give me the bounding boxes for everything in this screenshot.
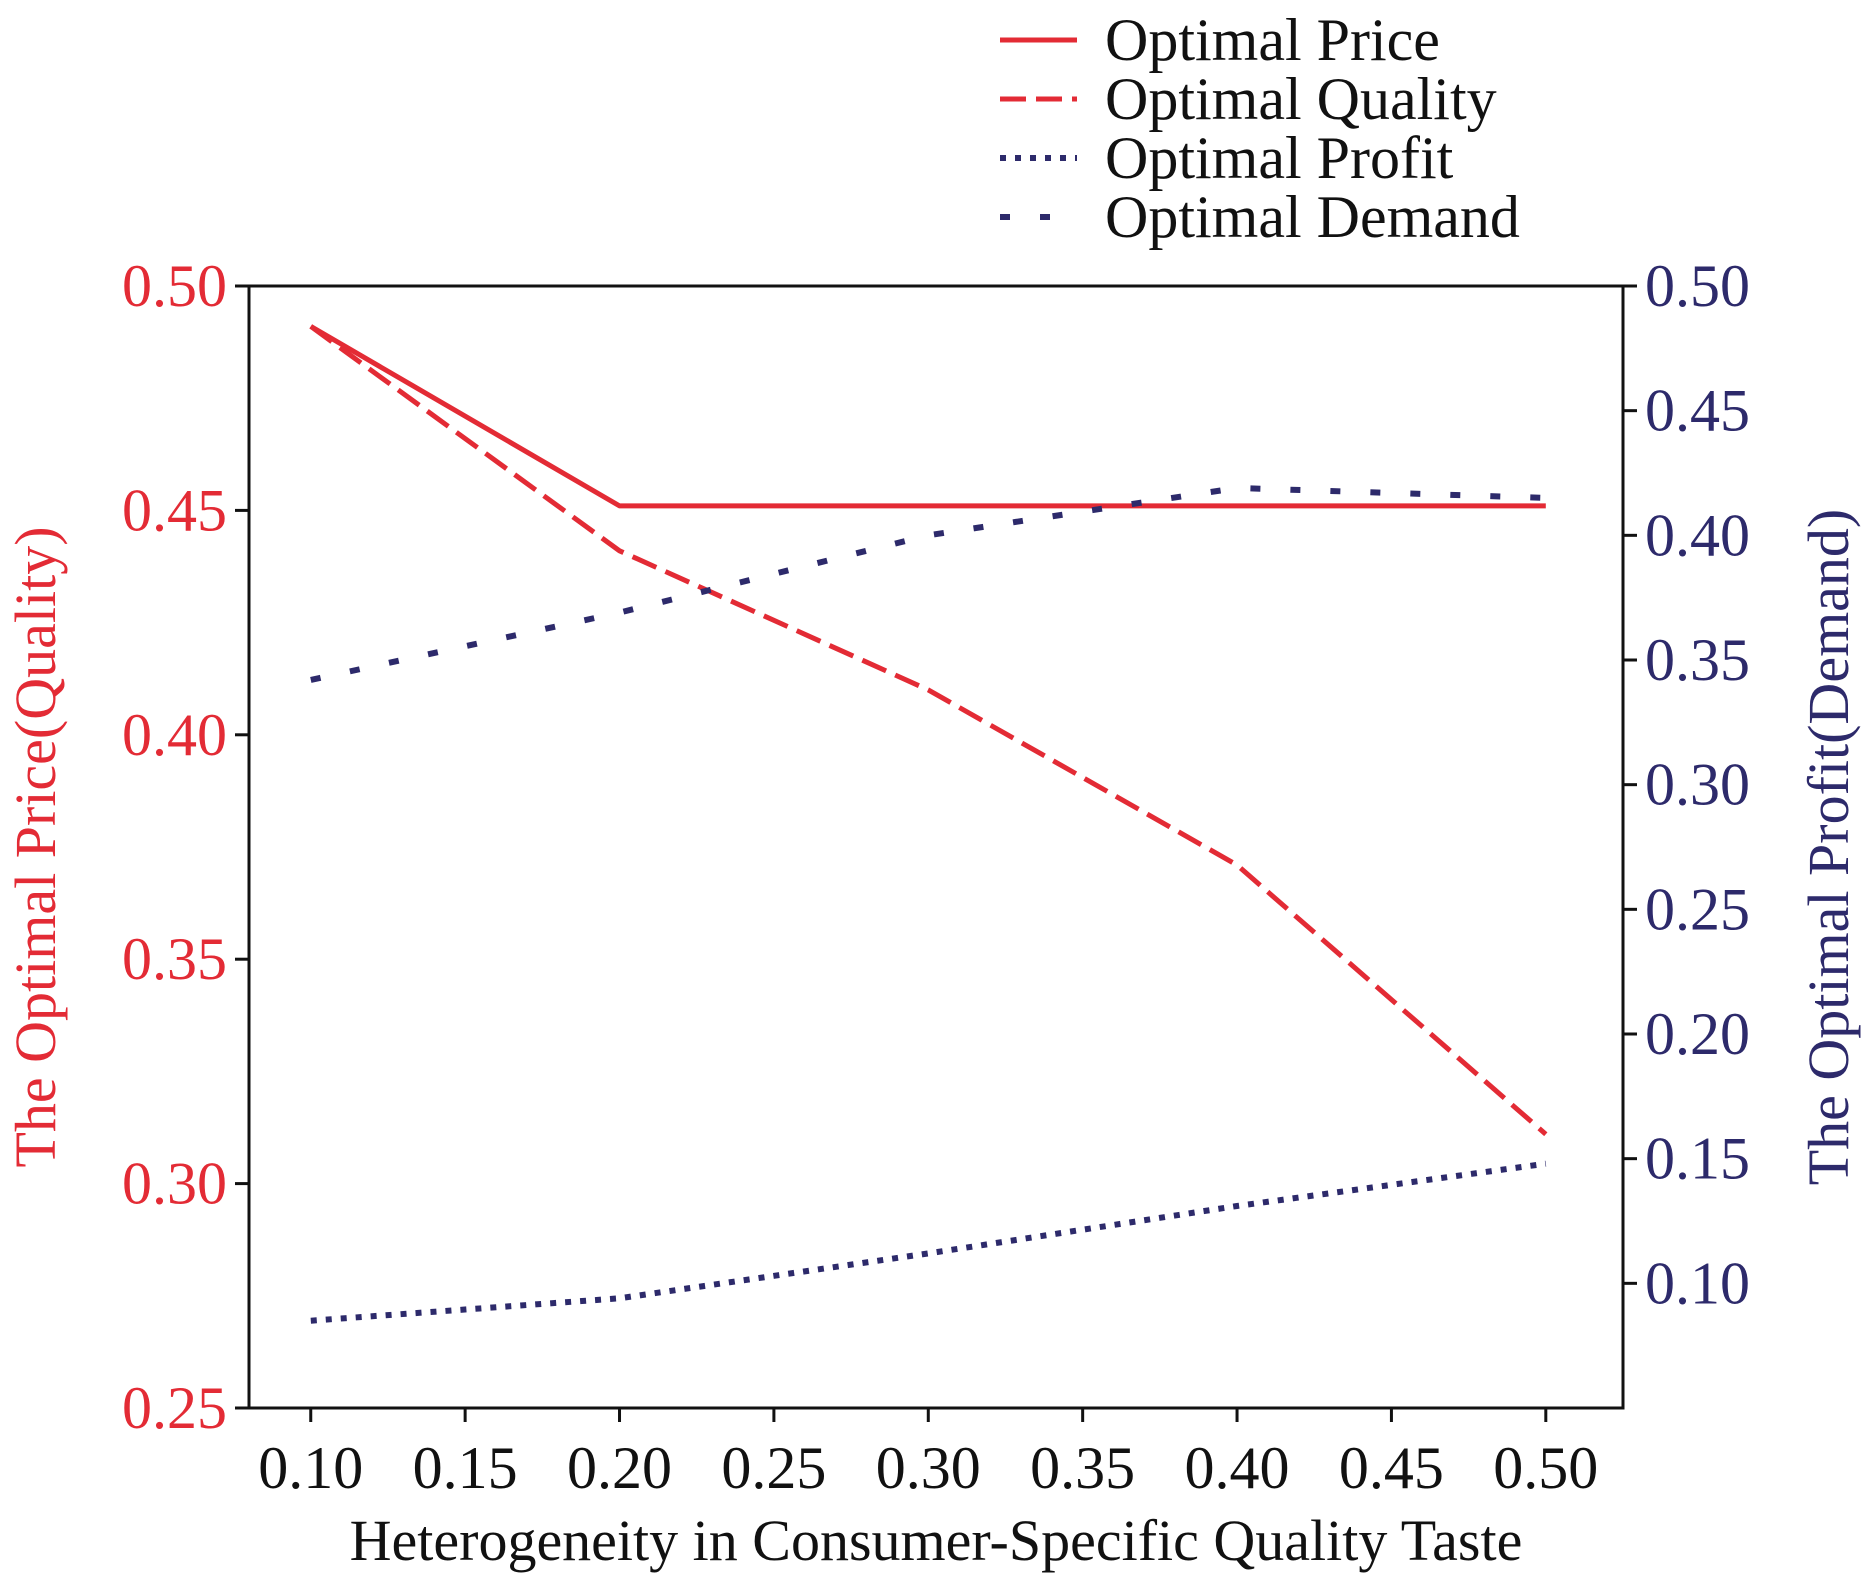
right-y-tick-label: 0.45 [1645, 378, 1750, 444]
left-y-tick-label: 0.30 [122, 1151, 227, 1217]
x-tick-label: 0.50 [1493, 1435, 1598, 1501]
legend-label-optimal-price: Optimal Price [1105, 7, 1440, 73]
right-y-tick-label: 0.40 [1645, 502, 1750, 568]
x-tick-label: 0.15 [413, 1435, 518, 1501]
x-tick-label: 0.20 [567, 1435, 672, 1501]
right-y-tick-label: 0.20 [1645, 1001, 1750, 1067]
left-axis-title: The Optimal Price(Quality) [3, 526, 68, 1167]
right-y-tick-label: 0.50 [1645, 253, 1750, 319]
x-tick-label: 0.10 [258, 1435, 363, 1501]
left-y-axis: 0.25 0.30 0.35 0.40 0.45 0.50 [122, 253, 249, 1441]
x-tick-label: 0.40 [1185, 1435, 1290, 1501]
series-line-optimal-demand [310, 485, 1546, 683]
series-line-optimal-profit [310, 1160, 1547, 1324]
right-y-axis: 0.10 0.15 0.20 0.25 0.30 0.35 0.40 0.45 0.50 [1623, 253, 1750, 1316]
x-tick-label: 0.30 [876, 1435, 981, 1501]
plot-frame [247, 284, 1625, 1410]
series-lines [309, 324, 1548, 1324]
legend-label-optimal-quality: Optimal Quality [1105, 66, 1497, 132]
left-y-tick-label: 0.40 [122, 702, 227, 768]
left-y-tick-label: 0.35 [122, 926, 227, 992]
x-axis-title: Heterogeneity in Consumer-Specific Quali… [350, 1508, 1523, 1573]
right-y-tick-label: 0.30 [1645, 752, 1750, 818]
right-axis-title: The Optimal Profit(Demand) [1796, 509, 1861, 1186]
left-y-tick-label: 0.45 [122, 477, 227, 543]
right-y-tick-label: 0.25 [1645, 876, 1750, 942]
series-line-optimal-price [309, 324, 1546, 509]
x-axis: 0.10 0.15 0.20 0.25 0.30 0.35 0.40 0.45 0.50 [258, 1408, 1598, 1501]
right-y-tick-label: 0.10 [1645, 1250, 1750, 1316]
legend-label-optimal-profit: Optimal Profit [1105, 125, 1454, 191]
left-y-tick-label: 0.50 [122, 253, 227, 319]
x-tick-label: 0.45 [1339, 1435, 1444, 1501]
x-tick-label: 0.25 [721, 1435, 826, 1501]
legend-label-optimal-demand: Optimal Demand [1105, 184, 1520, 250]
right-y-tick-label: 0.35 [1645, 627, 1750, 693]
series-line-optimal-quality [309, 324, 1548, 1137]
left-y-tick-label: 0.25 [122, 1375, 227, 1441]
x-tick-label: 0.35 [1030, 1435, 1135, 1501]
legend: Optimal Price Optimal Quality Optimal Pr… [1000, 7, 1520, 250]
right-y-tick-label: 0.15 [1645, 1126, 1750, 1192]
